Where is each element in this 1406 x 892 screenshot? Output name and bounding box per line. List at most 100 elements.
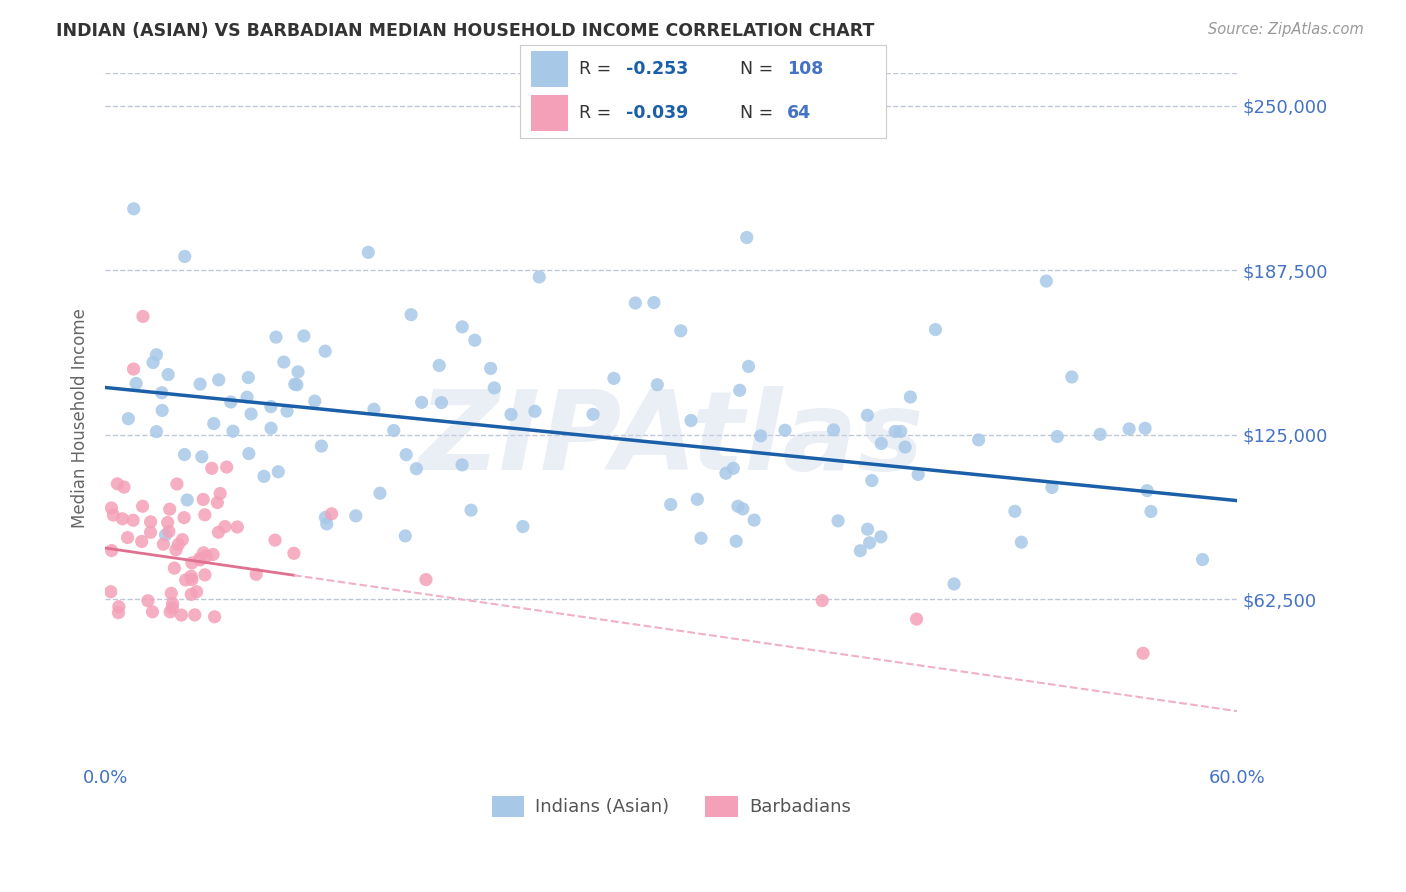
Point xyxy=(108,599,131,614)
Point xyxy=(669,324,692,338)
Point xyxy=(238,370,260,384)
Point xyxy=(304,394,326,409)
Point xyxy=(122,513,145,527)
Point xyxy=(141,605,163,619)
Point xyxy=(193,492,215,507)
Point xyxy=(155,528,177,542)
Point xyxy=(162,601,184,615)
Point xyxy=(967,433,990,447)
Point xyxy=(112,480,135,494)
Point xyxy=(399,308,422,322)
Bar xyxy=(531,95,568,131)
Point xyxy=(314,344,336,359)
Point xyxy=(202,548,225,562)
Point xyxy=(479,361,502,376)
Point xyxy=(188,551,211,566)
Point xyxy=(107,606,129,620)
Point xyxy=(382,424,405,438)
Point xyxy=(1088,427,1111,442)
Point xyxy=(207,495,229,509)
Point xyxy=(131,500,153,514)
Point xyxy=(173,249,195,263)
Point xyxy=(139,515,162,529)
Point xyxy=(193,546,215,560)
Point xyxy=(870,436,893,450)
Point xyxy=(357,245,380,260)
Point xyxy=(725,534,748,549)
Point xyxy=(731,502,754,516)
Point xyxy=(890,425,912,439)
Point xyxy=(145,425,167,439)
Point xyxy=(643,295,665,310)
Point xyxy=(1133,421,1156,435)
Point xyxy=(142,355,165,369)
Point xyxy=(742,513,765,527)
Point xyxy=(260,421,283,435)
Point xyxy=(749,429,772,443)
Point xyxy=(285,377,308,392)
Point xyxy=(253,469,276,483)
Point xyxy=(194,508,217,522)
Point xyxy=(1118,422,1140,436)
Point xyxy=(292,329,315,343)
Point xyxy=(165,542,187,557)
Point xyxy=(264,330,287,344)
Point xyxy=(170,608,193,623)
Point xyxy=(1004,504,1026,518)
Point xyxy=(315,516,337,531)
Point xyxy=(395,448,418,462)
Point xyxy=(943,577,966,591)
Point xyxy=(195,549,218,563)
Point xyxy=(117,531,139,545)
Point xyxy=(176,493,198,508)
Point xyxy=(858,536,880,550)
Point xyxy=(849,543,872,558)
Point xyxy=(162,597,184,611)
Point xyxy=(125,376,148,391)
Point xyxy=(603,371,626,385)
Point xyxy=(415,573,437,587)
Point xyxy=(714,467,737,481)
Point xyxy=(174,573,197,587)
Point xyxy=(464,333,486,347)
Point xyxy=(451,458,474,472)
Point xyxy=(201,461,224,475)
Point xyxy=(1140,504,1163,518)
Text: -0.039: -0.039 xyxy=(626,104,689,122)
Legend: Indians (Asian), Barbadians: Indians (Asian), Barbadians xyxy=(485,789,858,824)
Point xyxy=(245,567,267,582)
Point xyxy=(209,486,232,500)
Point xyxy=(264,533,287,548)
Text: R =: R = xyxy=(579,104,616,122)
Point xyxy=(856,522,879,536)
Bar xyxy=(531,51,568,87)
Point xyxy=(150,403,173,417)
Point xyxy=(624,296,647,310)
Point xyxy=(136,593,159,607)
Point xyxy=(723,461,745,475)
Point xyxy=(773,423,796,437)
Point xyxy=(512,519,534,533)
Point xyxy=(166,477,188,491)
Point xyxy=(180,569,202,583)
Point xyxy=(823,423,845,437)
Point xyxy=(1136,483,1159,498)
Point xyxy=(188,553,211,567)
Point xyxy=(172,533,194,547)
Text: N =: N = xyxy=(740,60,779,78)
Text: 64: 64 xyxy=(787,104,811,122)
Point xyxy=(411,395,433,409)
Point xyxy=(679,413,702,427)
Point xyxy=(157,368,180,382)
Point xyxy=(1035,274,1057,288)
Point xyxy=(191,450,214,464)
Point xyxy=(180,587,202,601)
Point xyxy=(160,586,183,600)
Point xyxy=(894,440,917,454)
Point xyxy=(139,525,162,540)
Point xyxy=(236,390,259,404)
Point xyxy=(100,500,122,515)
Point xyxy=(219,395,242,409)
Point xyxy=(659,498,682,512)
Point xyxy=(283,546,305,560)
